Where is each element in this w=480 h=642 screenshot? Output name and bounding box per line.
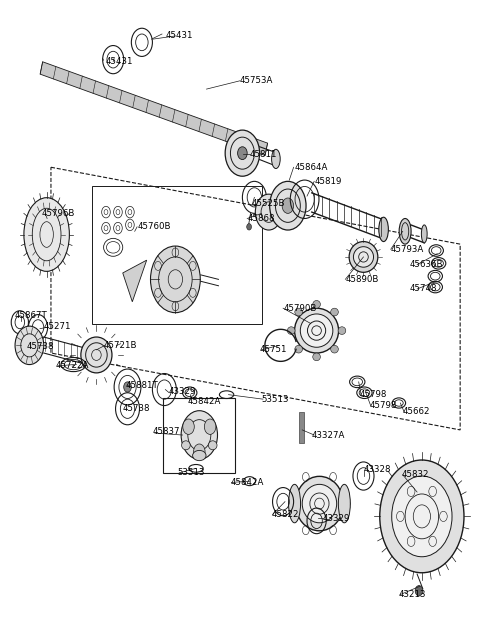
Text: 45881T: 45881T (125, 381, 158, 390)
Ellipse shape (24, 198, 70, 272)
Ellipse shape (302, 484, 336, 523)
Circle shape (270, 181, 306, 230)
Ellipse shape (349, 241, 378, 272)
Text: 45832: 45832 (402, 470, 429, 479)
Ellipse shape (208, 441, 217, 450)
Text: 45811: 45811 (250, 150, 277, 159)
Text: 43213: 43213 (399, 590, 426, 599)
Ellipse shape (181, 441, 190, 450)
Text: 45867T: 45867T (15, 311, 48, 320)
Bar (92, 186, 262, 324)
Text: 43329: 43329 (168, 387, 195, 396)
Circle shape (392, 476, 452, 557)
Ellipse shape (331, 308, 338, 316)
Ellipse shape (288, 484, 300, 523)
Text: 45837: 45837 (153, 427, 180, 436)
Text: 45271: 45271 (44, 322, 71, 331)
Circle shape (183, 419, 194, 435)
Circle shape (15, 326, 44, 365)
Circle shape (415, 586, 423, 596)
Text: 45721B: 45721B (104, 341, 137, 350)
Ellipse shape (313, 300, 321, 308)
Circle shape (255, 194, 282, 230)
Circle shape (204, 419, 216, 435)
Text: 43328: 43328 (363, 465, 391, 474)
Circle shape (238, 147, 247, 160)
Text: 43327A: 43327A (312, 431, 345, 440)
Ellipse shape (313, 353, 321, 361)
Text: 45431: 45431 (166, 31, 193, 40)
Ellipse shape (331, 345, 338, 353)
Text: 45636B: 45636B (410, 260, 444, 269)
Text: 53513: 53513 (178, 468, 205, 477)
Text: 45822: 45822 (271, 510, 299, 519)
Text: 45431: 45431 (106, 57, 133, 66)
Ellipse shape (192, 451, 206, 461)
Bar (299, 412, 304, 443)
Circle shape (282, 198, 294, 213)
Circle shape (151, 246, 200, 313)
Text: 45751: 45751 (259, 345, 287, 354)
Text: 45662: 45662 (403, 408, 430, 417)
Text: 45790B: 45790B (283, 304, 316, 313)
Text: 45819: 45819 (314, 177, 342, 186)
Text: 53513: 53513 (262, 395, 289, 404)
Ellipse shape (288, 327, 295, 334)
Ellipse shape (338, 484, 350, 523)
Circle shape (181, 411, 217, 460)
Ellipse shape (353, 247, 373, 267)
Text: 45798: 45798 (360, 390, 387, 399)
Circle shape (193, 444, 205, 460)
Ellipse shape (300, 314, 333, 347)
Polygon shape (123, 260, 147, 302)
Text: 45868: 45868 (247, 214, 275, 223)
Ellipse shape (296, 476, 343, 531)
Text: 45842A: 45842A (187, 397, 221, 406)
Text: 45753A: 45753A (240, 76, 274, 85)
Text: 45748: 45748 (410, 284, 437, 293)
Text: 45793A: 45793A (391, 245, 424, 254)
Text: 45842A: 45842A (230, 478, 264, 487)
Text: 45890B: 45890B (345, 275, 379, 284)
Ellipse shape (81, 337, 112, 373)
Text: 45525B: 45525B (252, 199, 286, 208)
Ellipse shape (399, 218, 411, 244)
Ellipse shape (295, 345, 302, 353)
Ellipse shape (295, 308, 302, 316)
Ellipse shape (272, 150, 280, 169)
Circle shape (380, 460, 464, 573)
Ellipse shape (338, 327, 346, 334)
Text: 45864A: 45864A (295, 163, 328, 172)
Ellipse shape (421, 225, 427, 243)
Text: 45798: 45798 (369, 401, 396, 410)
Text: 45760B: 45760B (137, 222, 170, 231)
Bar (163, 398, 235, 473)
Text: 45722A: 45722A (56, 361, 89, 370)
Polygon shape (40, 62, 267, 155)
Text: 45738: 45738 (123, 404, 150, 413)
Text: 45738: 45738 (27, 342, 55, 351)
Ellipse shape (379, 217, 388, 241)
Circle shape (247, 223, 252, 230)
Text: 45796B: 45796B (41, 209, 75, 218)
Circle shape (225, 130, 260, 176)
Ellipse shape (295, 308, 338, 353)
Text: 43329: 43329 (323, 514, 350, 523)
Circle shape (124, 382, 132, 392)
